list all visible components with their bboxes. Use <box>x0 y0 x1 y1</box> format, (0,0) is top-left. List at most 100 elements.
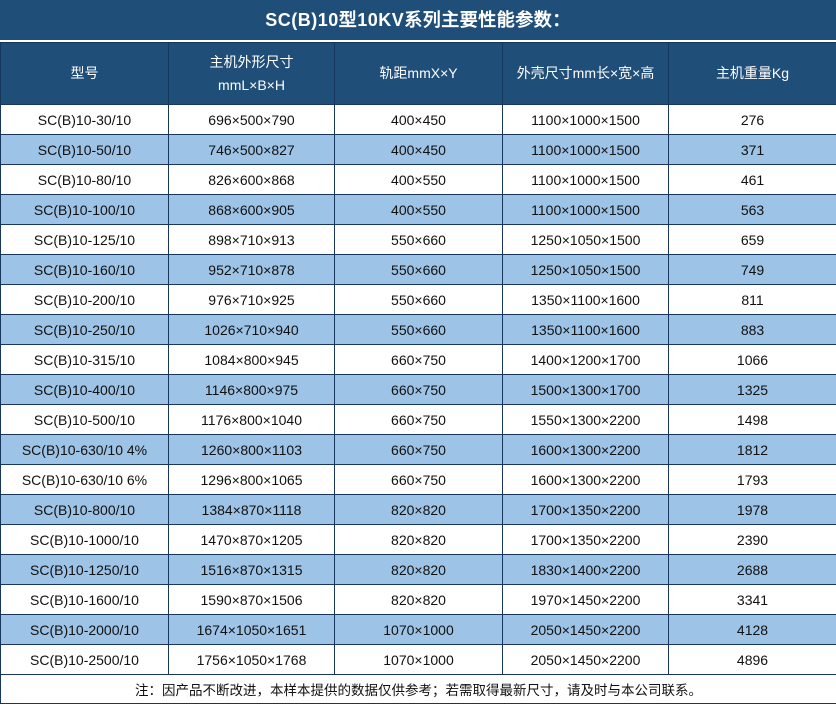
table-header: 型号 主机外形尺寸 mmL×B×H 轨距mmX×Y 外壳尺寸mm长×宽×高 主机… <box>0 42 836 105</box>
table-cell: 820×820 <box>334 584 503 615</box>
table-row: SC(B)10-160/10 952×710×878 550×660 1250×105… <box>0 254 836 285</box>
table-cell: 550×660 <box>334 254 503 285</box>
table-cell: 1700×1350×2200 <box>502 524 669 555</box>
table-cell: 1100×1000×1500 <box>502 104 669 135</box>
col-header-rail-gauge: 轨距mmX×Y <box>334 42 503 105</box>
title-divider <box>0 40 836 42</box>
table-cell: 550×660 <box>334 284 503 315</box>
table-cell: 2050×1450×2200 <box>502 644 669 675</box>
table-cell: 826×600×868 <box>168 164 335 195</box>
table-cell: 1070×1000 <box>334 614 503 645</box>
table-cell: SC(B)10-1250/10 <box>0 554 169 585</box>
table-row: SC(B)10-125/10 898×710×913 550×660 1250×105… <box>0 224 836 255</box>
table-cell: 659 <box>668 224 836 255</box>
table-row: SC(B)10-200/10 976×710×925 550×660 1350×110… <box>0 284 836 315</box>
page-title: SC(B)10型10KV系列主要性能参数： <box>0 0 836 40</box>
table-cell: 4896 <box>668 644 836 675</box>
table-cell: 952×710×878 <box>168 254 335 285</box>
table-cell: 1100×1000×1500 <box>502 164 669 195</box>
table-cell: 660×750 <box>334 344 503 375</box>
table-cell: 1084×800×945 <box>168 344 335 375</box>
table-cell: 1066 <box>668 344 836 375</box>
table-row: SC(B)10-250/10 1026×710×940 550×660 1350×11… <box>0 314 836 345</box>
table-cell: 1026×710×940 <box>168 314 335 345</box>
table-row: SC(B)10-500/10 1176×800×1040 660×750 1550×1… <box>0 404 836 435</box>
table-cell: SC(B)10-315/10 <box>0 344 169 375</box>
col-header-enclosure-dimensions: 外壳尺寸mm长×宽×高 <box>502 42 669 105</box>
table-cell: 1250×1050×1500 <box>502 254 669 285</box>
table-row: SC(B)10-50/10 746×500×827 400×450 1100×1000… <box>0 134 836 165</box>
table-cell: 1498 <box>668 404 836 435</box>
table-row: SC(B)10-30/10 696×500×790 400×450 1100×1000… <box>0 104 836 135</box>
table-cell: 1793 <box>668 464 836 495</box>
table-row: SC(B)10-80/10 826×600×868 400×550 1100×1000… <box>0 164 836 195</box>
table-row: SC(B)10-630/10 6% 1296×800×1065 660×750 160… <box>0 464 836 495</box>
table-cell: SC(B)10-80/10 <box>0 164 169 195</box>
table-cell: 1700×1350×2200 <box>502 494 669 525</box>
table-cell: 276 <box>668 104 836 135</box>
table-cell: 4128 <box>668 614 836 645</box>
table-cell: SC(B)10-30/10 <box>0 104 169 135</box>
table-cell: SC(B)10-500/10 <box>0 404 169 435</box>
table-cell: 898×710×913 <box>168 224 335 255</box>
table-cell: 696×500×790 <box>168 104 335 135</box>
table-cell: 1176×800×1040 <box>168 404 335 435</box>
table-cell: 461 <box>668 164 836 195</box>
table-cell: 1296×800×1065 <box>168 464 335 495</box>
table-cell: 1350×1100×1600 <box>502 314 669 345</box>
table-cell: SC(B)10-1600/10 <box>0 584 169 615</box>
col-header-model: 型号 <box>0 42 169 105</box>
table-cell: 749 <box>668 254 836 285</box>
table-cell: 660×750 <box>334 404 503 435</box>
table-body: SC(B)10-30/10 696×500×790 400×450 1100×1000… <box>0 104 836 675</box>
table-cell: 550×660 <box>334 224 503 255</box>
table-cell: 1250×1050×1500 <box>502 224 669 255</box>
table-cell: 400×550 <box>334 194 503 225</box>
table-cell: 1756×1050×1768 <box>168 644 335 675</box>
table-cell: 1400×1200×1700 <box>502 344 669 375</box>
table-cell: SC(B)10-1000/10 <box>0 524 169 555</box>
table-cell: SC(B)10-630/10 4% <box>0 434 169 465</box>
table-cell: 1350×1100×1600 <box>502 284 669 315</box>
table-cell: SC(B)10-100/10 <box>0 194 169 225</box>
table-cell: 3341 <box>668 584 836 615</box>
table-cell: 1550×1300×2200 <box>502 404 669 435</box>
footer-row: 注：因产品不断改进，本样本提供的数据仅供参考；若需取得最新尺寸，请及时与本公司联… <box>0 674 836 704</box>
table-cell: 1146×800×975 <box>168 374 335 405</box>
col-header-unit-dimensions: 主机外形尺寸 mmL×B×H <box>168 42 335 105</box>
table-cell: 1590×870×1506 <box>168 584 335 615</box>
header-row: 型号 主机外形尺寸 mmL×B×H 轨距mmX×Y 外壳尺寸mm长×宽×高 主机… <box>0 42 836 105</box>
table-cell: 1970×1450×2200 <box>502 584 669 615</box>
table-cell: SC(B)10-250/10 <box>0 314 169 345</box>
table-cell: 1100×1000×1500 <box>502 134 669 165</box>
table-row: SC(B)10-800/10 1384×870×1118 820×820 1700×1… <box>0 494 836 525</box>
table-cell: 883 <box>668 314 836 345</box>
table-row: SC(B)10-315/10 1084×800×945 660×750 1400×12… <box>0 344 836 375</box>
table-row: SC(B)10-100/10 868×600×905 400×550 1100×100… <box>0 194 836 225</box>
table-cell: 1978 <box>668 494 836 525</box>
table-cell: 550×660 <box>334 314 503 345</box>
table-cell: SC(B)10-630/10 6% <box>0 464 169 495</box>
table-cell: 820×820 <box>334 524 503 555</box>
table-row: SC(B)10-2500/10 1756×1050×1768 1070×1000 20… <box>0 644 836 675</box>
table-cell: SC(B)10-50/10 <box>0 134 169 165</box>
table-cell: 660×750 <box>334 374 503 405</box>
table-row: SC(B)10-2000/10 1674×1050×1651 1070×1000 20… <box>0 614 836 645</box>
table-cell: 1830×1400×2200 <box>502 554 669 585</box>
table-cell: SC(B)10-2500/10 <box>0 644 169 675</box>
table-cell: 660×750 <box>334 464 503 495</box>
table-cell: 2688 <box>668 554 836 585</box>
footer-note: 注：因产品不断改进，本样本提供的数据仅供参考；若需取得最新尺寸，请及时与本公司联… <box>0 674 836 704</box>
table-cell: 1470×870×1205 <box>168 524 335 555</box>
table-cell: SC(B)10-200/10 <box>0 284 169 315</box>
table-cell: 1260×800×1103 <box>168 434 335 465</box>
table-footer: 注：因产品不断改进，本样本提供的数据仅供参考；若需取得最新尺寸，请及时与本公司联… <box>0 674 836 704</box>
table-cell: 1325 <box>668 374 836 405</box>
table-cell: 976×710×925 <box>168 284 335 315</box>
spec-table: 型号 主机外形尺寸 mmL×B×H 轨距mmX×Y 外壳尺寸mm长×宽×高 主机… <box>0 42 836 704</box>
table-cell: SC(B)10-125/10 <box>0 224 169 255</box>
table-cell: 400×550 <box>334 164 503 195</box>
table-cell: 1500×1300×1700 <box>502 374 669 405</box>
table-cell: 563 <box>668 194 836 225</box>
table-row: SC(B)10-1600/10 1590×870×1506 820×820 1970×… <box>0 584 836 615</box>
